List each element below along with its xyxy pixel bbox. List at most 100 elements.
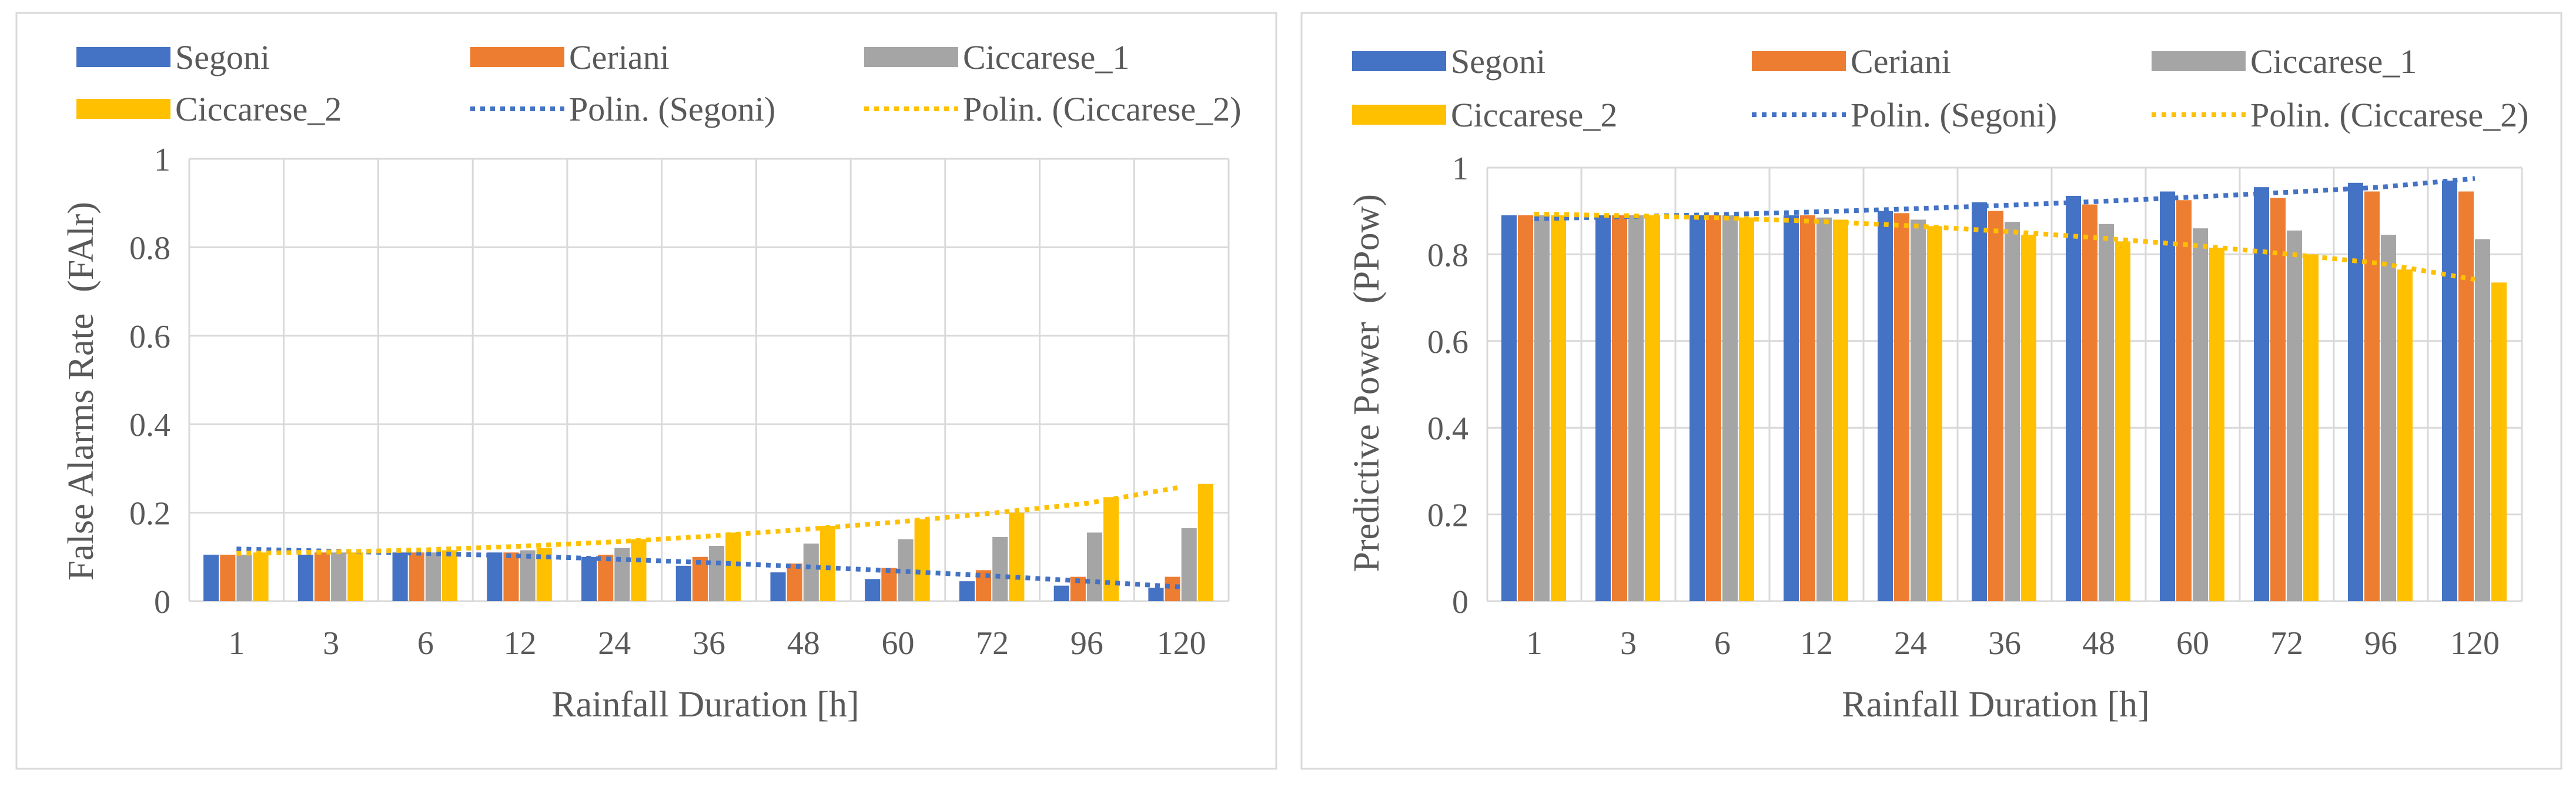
chart-2: Predictive Power (PPow) Rainfall Duratio… [1347,42,2529,725]
chart-1-bar-ceriani-60 [881,568,897,601]
chart-1-bar-ciccarese-2-120 [1197,483,1213,601]
chart-1-bar-ciccarese-2-60 [914,519,930,601]
chart-1-bar-segoni-72 [959,581,975,601]
chart-1-bar-ciccarese-2-36 [725,532,741,601]
chart-2-y-axis-abbrev: (PPow) [1347,194,1387,304]
chart-1-bar-ciccarese-1-6 [425,552,441,601]
chart-1-x-tick-label: 12 [504,625,537,662]
chart-2-bar-ceriani-72 [2270,198,2286,602]
chart-2-bar-ceriani-6 [1706,215,1721,601]
chart-2-trendline-polin-ciccarese-2- [1534,211,2475,282]
chart-1-legend-label: Polin. (Ciccarese_2) [963,90,1242,128]
chart-2-x-tick-label: 12 [1800,625,1833,662]
chart-2-bar-ciccarese-2-96 [2397,269,2413,601]
chart-1-x-tick-label: 120 [1157,625,1206,662]
chart-1-bar-ceriani-3 [314,552,330,601]
chart-1-bar-segoni-120 [1148,588,1164,601]
chart-2-x-tick-label: 48 [2082,625,2115,662]
chart-1-bar-segoni-60 [865,579,881,601]
chart-2-bar-ciccarese-2-24 [1927,226,1942,601]
chart-1-y-tick-label: 0.2 [129,496,170,532]
chart-1-x-tick-label: 6 [417,625,434,662]
chart-1-bar-segoni-3 [297,555,313,601]
chart-1-x-tick-label: 96 [1070,625,1103,662]
chart-1-x-tick-label: 48 [787,625,820,662]
chart-2-bar-ciccarese-2-36 [2021,235,2036,601]
chart-2-x-tick-label: 1 [1526,625,1543,662]
chart-1-bar-ceriani-6 [409,552,424,601]
chart-1-bar-ciccarese-1-120 [1181,528,1197,601]
chart-1-bar-ciccarese-1-12 [520,550,536,601]
chart-1-bar-ciccarese-1-1 [236,555,252,601]
chart-1-y-tick-label: 0 [154,584,170,621]
chart-1-bar-ciccarese-2-48 [819,526,835,601]
chart-2-bar-ciccarese-1-48 [2099,224,2114,601]
chart-2-bar-ceriani-48 [2082,204,2097,601]
chart-2-bar-ceriani-1 [1518,215,1533,601]
chart-2-legend-label: Segoni [1451,42,1545,81]
chart-2-bar-ceriani-60 [2176,200,2192,601]
chart-1-x-axis-title: Rainfall Duration [h] [551,685,859,725]
chart-1-bar-ciccarese-1-72 [992,536,1008,601]
chart-1-bar-segoni-1 [203,555,219,601]
chart-2-bar-ciccarese-1-6 [1722,215,1738,601]
chart-2-x-tick-label: 96 [2364,625,2397,662]
chart-1-x-tick-label: 36 [692,625,725,662]
chart-2-legend-label: Ciccarese_2 [1451,96,1617,134]
chart-1-x-tick-label: 3 [323,625,339,662]
chart-1-bar-ceriani-24 [598,555,614,601]
chart-1-bar-ciccarese-2-96 [1103,497,1119,601]
chart-2-bar-ciccarese-1-96 [2381,235,2396,601]
chart-2-legend-label: Polin. (Segoni) [1851,96,2057,134]
chart-2-y-axis-title: Predictive Power [1347,322,1387,572]
chart-2-legend-swatch [1352,51,1446,71]
chart-2-bar-segoni-120 [2442,181,2457,601]
chart-2-bar-ceriani-24 [1894,213,1909,601]
chart-1-bar-ciccarese-1-36 [709,546,725,601]
chart-2-x-tick-label: 60 [2176,625,2209,662]
chart-2-y-tick-label: 0.8 [1427,237,1468,274]
chart-2-legend-label: Ciccarese_1 [2250,42,2417,81]
chart-2-bar-ceriani-3 [1612,215,1627,601]
chart-1-bar-segoni-6 [392,552,408,601]
chart-2-x-tick-label: 3 [1620,625,1637,662]
chart-1-y-tick-label: 0.6 [129,319,170,355]
chart-1-legend-swatch [76,47,170,67]
chart-2-bar-ciccarese-2-120 [2491,282,2507,601]
chart-1-legend-label: Ciccarese_2 [175,90,342,128]
chart-1-bar-ciccarese-1-48 [803,543,819,601]
chart-2-bar-segoni-96 [2348,182,2363,601]
chart-1-legend-label: Segoni [175,38,270,76]
chart-2-bar-ceriani-36 [1988,211,2003,601]
chart-1-y-tick-label: 0.8 [129,230,170,266]
chart-2-bar-ciccarese-1-3 [1628,215,1644,601]
chart-2-y-tick-label: 1 [1452,151,1468,187]
chart-2-bar-ceriani-120 [2458,191,2474,601]
chart-2-x-tick-label: 72 [2270,625,2303,662]
chart-1-bar-segoni-12 [487,552,503,601]
chart-1-trendline-polin-segoni- [236,546,1182,589]
chart-2-bar-segoni-24 [1878,211,1893,601]
chart-1-y-tick-label: 0.4 [129,407,170,443]
chart-1-y-axis-title: False Alarms Rate [61,314,101,581]
chart-1-legend-label: Ciccarese_1 [963,38,1129,76]
chart-2-x-tick-label: 6 [1714,625,1731,662]
chart-1-x-tick-label: 60 [881,625,914,662]
chart-2-x-tick-label: 36 [1988,625,2021,662]
chart-2-legend-swatch [1752,51,1846,71]
chart-2-bar-segoni-72 [2254,187,2269,601]
chart-1-legend-label: Ceriani [569,38,670,76]
chart-2-y-tick-label: 0.6 [1427,324,1468,361]
chart-2-legend-swatch [2152,51,2246,71]
chart-2-bar-ciccarese-2-72 [2303,254,2319,601]
chart-1-legend-swatch [76,99,170,119]
chart-1-y-tick-label: 1 [154,142,170,178]
chart-1-bar-ciccarese-2-3 [347,552,363,601]
chart-2-legend-swatch [1352,105,1446,125]
chart-2-bar-ciccarese-2-12 [1833,219,1848,601]
chart-1-bar-ciccarese-2-6 [441,550,458,601]
chart-1-bar-ciccarese-2-24 [631,539,647,601]
chart-1-bar-ciccarese-1-96 [1086,532,1103,601]
chart-2-x-tick-label: 120 [2450,625,2500,662]
